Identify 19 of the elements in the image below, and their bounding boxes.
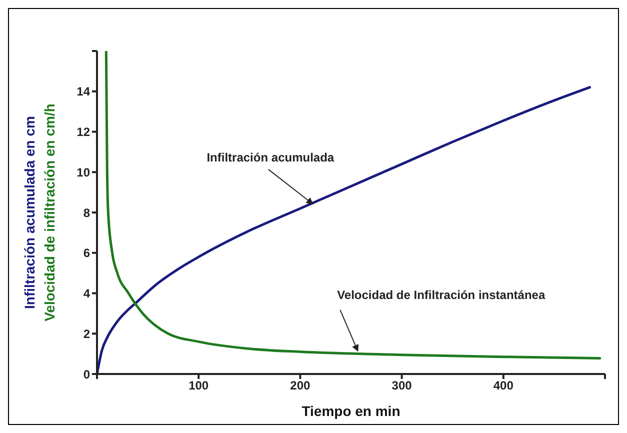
x-tick-label: 200: [290, 378, 311, 393]
y-tick-label: 14: [76, 84, 90, 99]
y-axis-title: Infiltración acumulada en cm: [22, 116, 38, 309]
x-tick-label: 100: [188, 378, 209, 393]
y-tick-label: 0: [83, 367, 90, 382]
x-tick-label: 400: [493, 378, 514, 393]
line-series: [97, 86, 592, 374]
y-tick-label: 6: [83, 246, 90, 260]
y-tick-label: 12: [76, 125, 90, 140]
y-tick-label: 8: [83, 206, 90, 220]
annotation: Infiltración acumulada: [206, 150, 334, 164]
x-tick-label: 300: [392, 378, 412, 393]
y-tick-label: 10: [76, 165, 90, 180]
annotation: Velocidad de Infiltración instantánea: [337, 288, 546, 302]
y2-axis-title: Velocidad de infiltración en cm/h: [42, 104, 58, 322]
x-axis-title: Tiempo en min: [302, 403, 400, 419]
y-tick-label: 4: [83, 286, 90, 301]
y-tick-label: 2: [83, 326, 90, 341]
line-series: [104, 51, 602, 360]
